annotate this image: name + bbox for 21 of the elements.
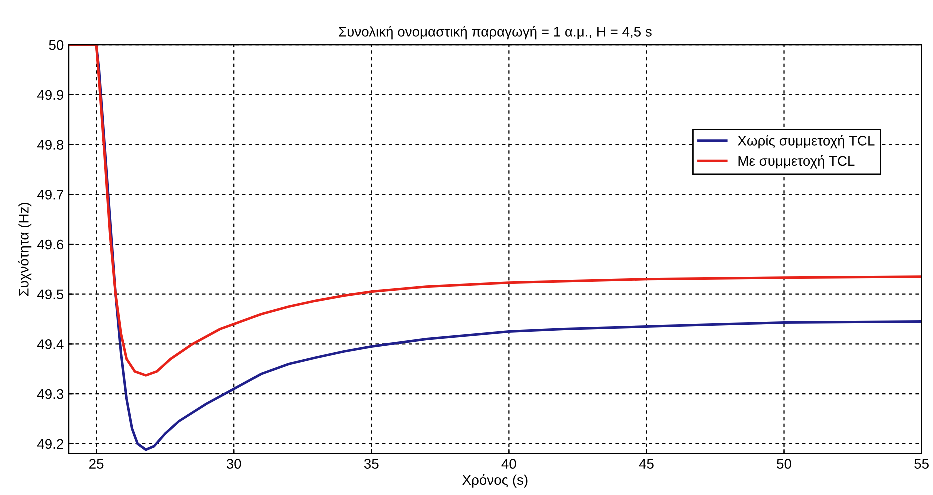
y-tick-label: 49.7 [37, 190, 64, 200]
x-tick-label: 25 [90, 459, 104, 469]
y-tick-label: 49.3 [37, 389, 64, 400]
y-tick-label: 49.9 [37, 90, 64, 100]
x-tick-label: 50 [777, 459, 792, 469]
y-tick-label: 49.5 [37, 290, 64, 300]
y-axis-title: Συχνότητα (Hz) [18, 203, 32, 296]
y-tick-label: 49.6 [37, 240, 64, 250]
legend-label: Με συμμετοχή TCL [738, 156, 855, 169]
y-tick-label: 49.8 [37, 140, 64, 150]
x-tick-label: 30 [226, 459, 242, 469]
chart-title: Συνολική ονομαστική παραγωγή = 1 α.μ., H = 4,5 s [339, 26, 652, 40]
x-tick-label: 45 [639, 459, 654, 469]
x-axis-title: Χρόνος (s) [462, 474, 528, 488]
y-tick-label: 50 [49, 40, 64, 50]
x-tick-label: 40 [502, 459, 516, 469]
legend-label: Χωρίς συμμετοχή TCL [738, 135, 875, 149]
y-tick-label: 49.2 [37, 439, 64, 450]
x-tick-label: 55 [914, 459, 929, 469]
x-tick-label: 35 [364, 459, 379, 469]
y-tick-label: 49.4 [37, 340, 64, 350]
